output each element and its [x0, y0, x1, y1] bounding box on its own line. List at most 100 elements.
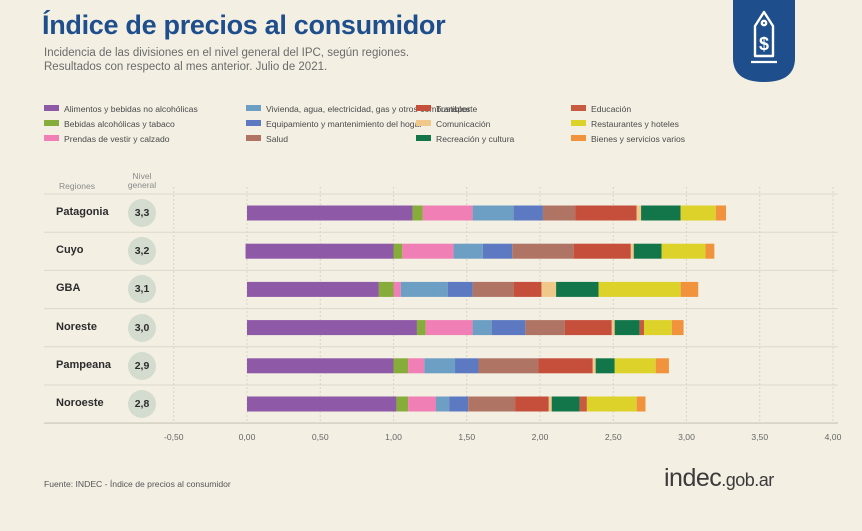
bar-segment — [592, 358, 596, 374]
bar-segment — [247, 205, 413, 221]
bar-segment — [247, 358, 394, 374]
legend-label: Vivienda, agua, electricidad, gas y otro… — [266, 104, 471, 114]
legend-swatch — [44, 120, 59, 126]
bar-segment — [393, 281, 401, 297]
bar-segment — [715, 205, 727, 221]
subtitle-line-1: Incidencia de las divisiones en el nivel… — [44, 47, 410, 59]
price-tag-dollar-icon: $ — [733, 0, 795, 82]
legend-swatch — [44, 105, 59, 111]
legend-item: Restaurantes y hoteles — [571, 119, 679, 129]
logo-suffix: .gob.ar — [721, 470, 774, 490]
legend-item: Recreación y cultura — [416, 134, 514, 144]
level-column-header: Nivel general — [120, 172, 164, 190]
bar-segment — [472, 320, 492, 336]
x-tick-label: 2,50 — [605, 432, 622, 442]
level-badge: 3,1 — [128, 275, 156, 304]
bar-segment — [247, 281, 379, 297]
legend-swatch — [246, 120, 261, 126]
bar-segment — [614, 358, 656, 374]
bar-segment — [400, 281, 448, 297]
bar-segment — [447, 281, 473, 297]
region-label: Pampeana — [56, 358, 112, 371]
bar-segment — [393, 243, 403, 259]
legend-label: Alimentos y bebidas no alcohólicas — [64, 104, 198, 114]
bar-segment — [396, 396, 409, 412]
source-note: Fuente: INDEC - Índice de precios al con… — [44, 479, 231, 489]
bar-segment — [705, 243, 715, 259]
bar-segment — [641, 205, 681, 221]
bar-segment — [556, 281, 599, 297]
region-label: GBA — [56, 282, 81, 295]
bar-segment — [402, 243, 454, 259]
bar-segment — [513, 205, 543, 221]
bar-segment — [542, 205, 576, 221]
indec-logo: indec.gob.ar — [664, 464, 774, 493]
bar-segment — [655, 358, 669, 374]
bar-segment — [575, 205, 637, 221]
legend-item: Vivienda, agua, electricidad, gas y otro… — [246, 104, 470, 114]
legend-label: Comunicación — [436, 119, 491, 129]
bar-segment — [425, 320, 473, 336]
bar-segment — [661, 243, 706, 259]
bar-segment — [512, 243, 574, 259]
x-tick-label: 3,50 — [751, 432, 768, 442]
x-tick-label: 0,50 — [312, 432, 329, 442]
bar-segment — [541, 281, 557, 297]
bar-segment — [515, 396, 549, 412]
legend-item: Bienes y servicios varios — [571, 134, 685, 144]
bar-segment — [579, 396, 587, 412]
legend-label: Recreación y cultura — [436, 134, 515, 144]
bar-segment — [455, 358, 479, 374]
bar-segment — [435, 396, 450, 412]
bar-segment — [247, 243, 394, 259]
legend-label: Educación — [591, 104, 632, 114]
legend-item: Salud — [246, 134, 288, 144]
bar-segment — [614, 320, 640, 336]
region-label: Cuyo — [56, 244, 84, 257]
bar-segment — [595, 358, 615, 374]
bar-segment — [548, 396, 552, 412]
bar-segment — [449, 396, 469, 412]
level-badge: 3,3 — [128, 199, 156, 227]
legend-item: Transporte — [416, 104, 477, 114]
bar-segment — [636, 205, 642, 221]
legend-item: Equipamiento y mantenimiento del hogar — [246, 119, 422, 129]
bar-segment — [644, 320, 672, 336]
bar-segment — [408, 396, 436, 412]
logo-main: indec — [664, 464, 722, 492]
legend-label: Transporte — [436, 104, 478, 114]
page-subtitle: Incidencia de las divisiones en el nivel… — [44, 46, 409, 74]
bar-segment — [472, 281, 514, 297]
bar-segment — [633, 243, 662, 259]
bar-segment — [680, 205, 716, 221]
bar-segment — [416, 320, 426, 336]
bar-segment — [525, 320, 565, 336]
level-badge: 2,8 — [128, 390, 156, 418]
level-header-line-1: Nivel — [132, 171, 152, 181]
regions-column-header: Regiones — [59, 181, 95, 191]
bar-segment — [247, 320, 417, 336]
svg-text:$: $ — [759, 34, 769, 54]
legend-label: Prendas de vestir y calzado — [64, 134, 170, 144]
bar-segment — [491, 320, 526, 336]
bar-segment — [245, 243, 247, 259]
bar-segment — [472, 205, 514, 221]
bar-segment — [482, 243, 513, 259]
region-label: Patagonia — [56, 206, 109, 218]
legend-label: Salud — [266, 134, 288, 144]
legend-label: Restaurantes y hoteles — [591, 119, 679, 129]
legend-item: Prendas de vestir y calzado — [44, 134, 170, 144]
x-tick-label: 0,00 — [239, 432, 256, 442]
bar-segment — [611, 320, 615, 336]
legend-swatch — [571, 105, 586, 111]
legend-item: Alimentos y bebidas no alcohólicas — [44, 104, 198, 114]
bar-segment — [636, 396, 646, 412]
bar-segment — [393, 358, 409, 374]
legend-swatch — [571, 120, 586, 126]
legend-item: Comunicación — [416, 119, 490, 129]
level-badge: 3,0 — [128, 313, 156, 342]
legend-swatch — [416, 120, 431, 126]
legend-item: Educación — [571, 104, 631, 114]
region-label: Noreste — [56, 320, 97, 333]
